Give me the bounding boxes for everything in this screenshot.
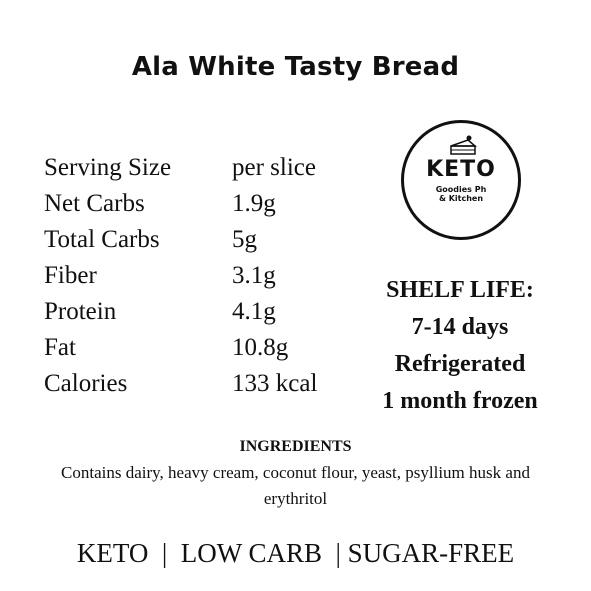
nutrition-value: 133 kcal — [232, 370, 318, 397]
nutrition-value: 3.1g — [232, 262, 276, 289]
cake-slice-icon — [450, 135, 478, 155]
nutrition-label: Net Carbs — [44, 190, 145, 217]
logo-subtitle: Goodies Ph & Kitchen — [404, 185, 518, 203]
diet-tags-footer: KETO | LOW CARB | SUGAR-FREE — [76, 538, 515, 568]
shelf-life-block: SHELF LIFE: 7-14 days Refrigerated 1 mon… — [355, 272, 565, 420]
shelf-life-days: 7-14 days — [411, 314, 509, 340]
nutrition-label: Total Carbs — [44, 226, 160, 253]
brand-logo: KETO Goodies Ph & Kitchen — [401, 120, 521, 240]
nutrition-value: 5g — [232, 226, 257, 253]
nutrition-value: 10.8g — [232, 334, 289, 361]
logo-subtitle-line1: Goodies Ph — [435, 185, 487, 194]
nutrition-value: 1.9g — [232, 190, 276, 217]
ingredients-text: Contains dairy, heavy cream, coconut flo… — [61, 463, 530, 508]
nutrition-value: 4.1g — [232, 298, 276, 325]
shelf-life-refrigerated: Refrigerated — [394, 351, 526, 377]
nutrition-label: Fiber — [44, 262, 97, 289]
nutrition-label: Calories — [44, 370, 128, 397]
nutrition-label: Protein — [44, 298, 117, 325]
shelf-life-heading: SHELF LIFE: — [386, 277, 534, 303]
logo-subtitle-line2: & Kitchen — [438, 194, 484, 203]
nutrition-label: Serving Size — [44, 154, 172, 181]
nutrition-label: Fat — [44, 334, 76, 361]
nutrition-value: per slice — [232, 154, 316, 181]
shelf-life-frozen: 1 month frozen — [382, 388, 538, 414]
product-title: Ala White Tasty Bread — [131, 52, 460, 82]
ingredients-heading: INGREDIENTS — [239, 438, 352, 455]
logo-keto-text: KETO — [426, 157, 496, 182]
